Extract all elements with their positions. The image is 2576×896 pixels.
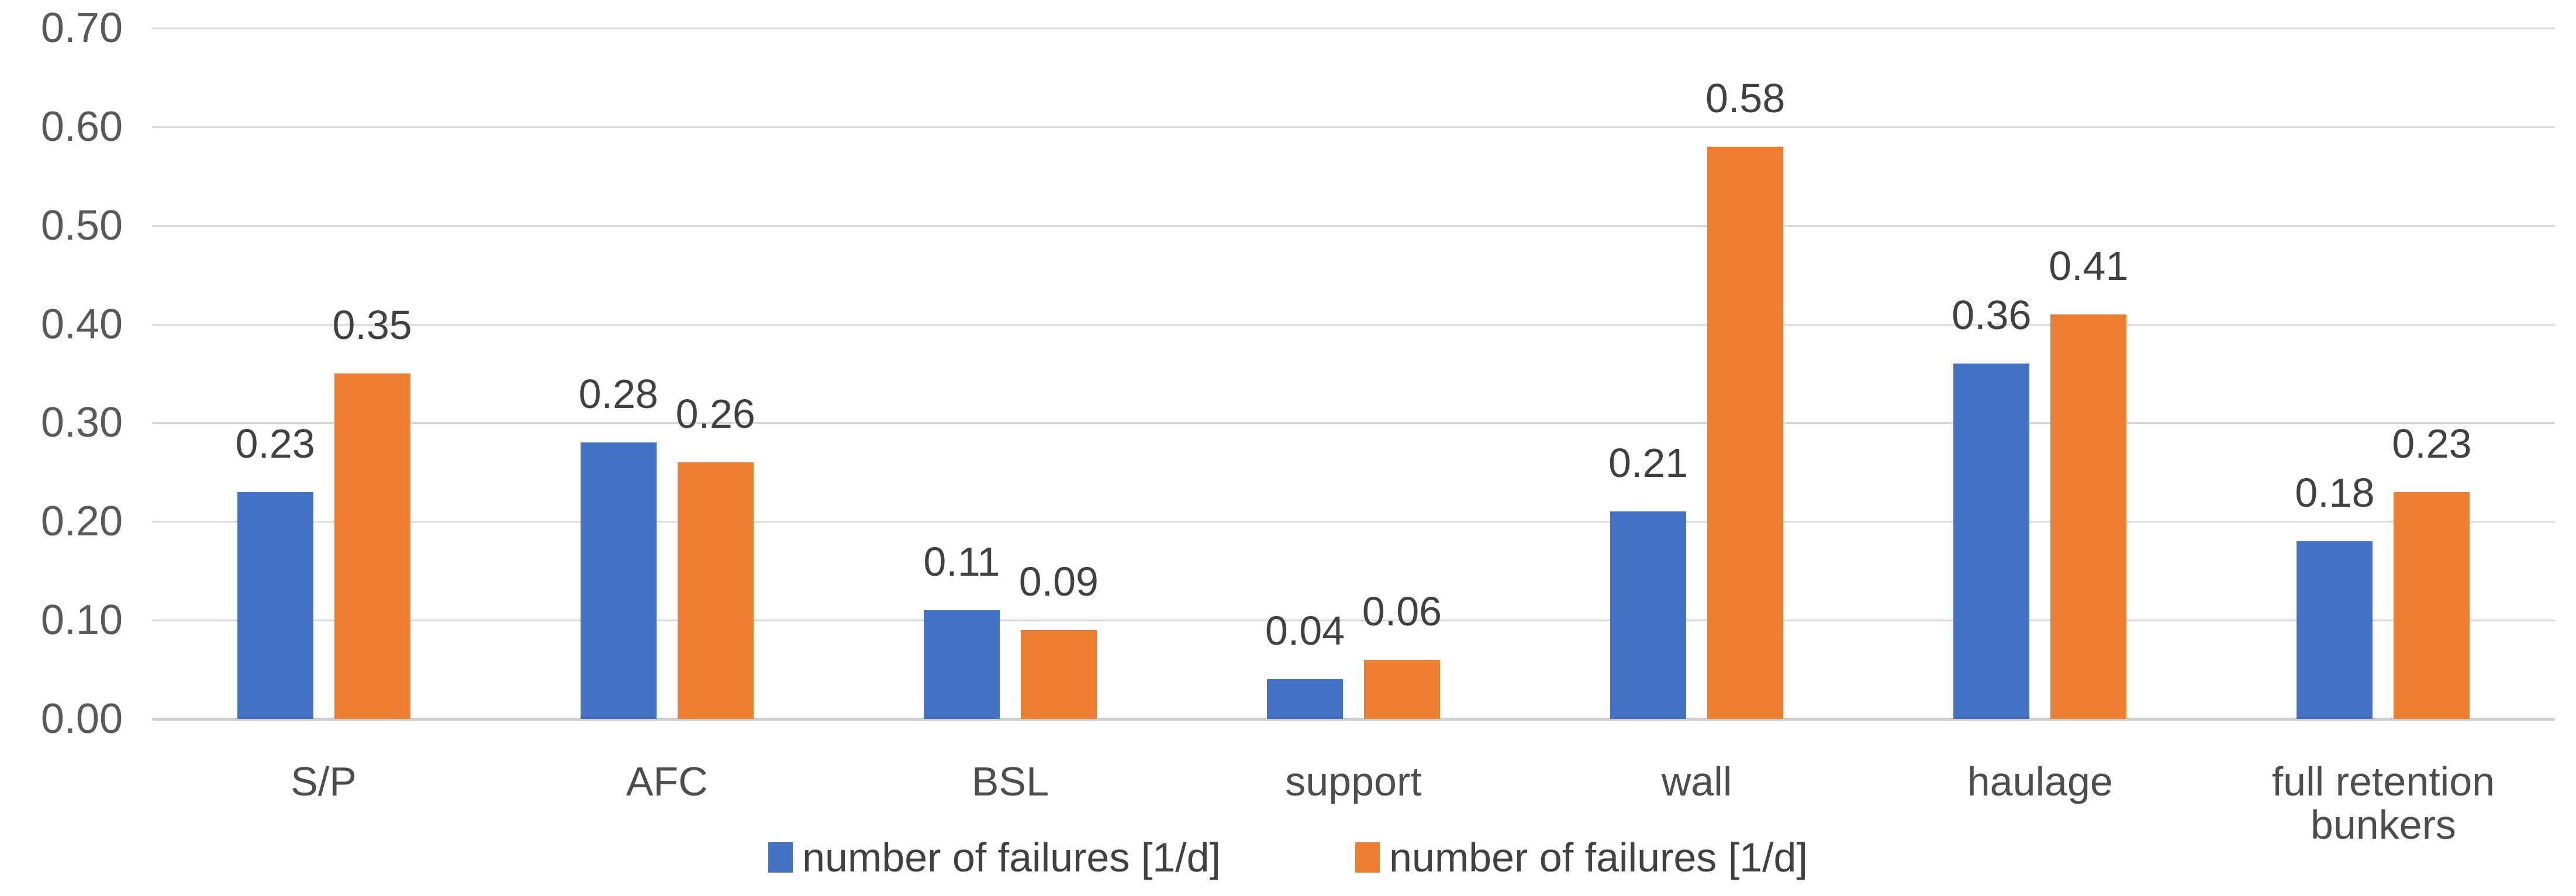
bar-blue-series: [237, 492, 313, 719]
x-axis-line: [152, 718, 2555, 721]
legend-label: number of failures [1/d]: [1389, 835, 1808, 880]
value-label: 0.35: [332, 302, 412, 348]
value-label: 0.11: [923, 539, 1000, 585]
category-label: wall: [1661, 759, 1732, 804]
bar-orange-series: [1707, 146, 1784, 719]
value-label: 0.36: [1952, 292, 2032, 338]
legend: number of failures [1/d] number of failu…: [0, 836, 2576, 879]
value-label: 0.41: [2049, 243, 2129, 289]
bar-orange-series: [2394, 492, 2470, 719]
value-label: 0.28: [578, 371, 658, 417]
gridline: [152, 323, 2555, 326]
bar-orange-series: [677, 462, 754, 719]
y-axis-tick-label: 0.30: [40, 399, 123, 447]
gridline: [152, 126, 2555, 128]
category-label: support: [1285, 759, 1422, 804]
legend-item-blue-series: number of failures [1/d]: [768, 836, 1221, 879]
bar-orange-series: [1020, 630, 1097, 719]
bar-blue-series: [2297, 541, 2373, 719]
gridline: [152, 27, 2555, 29]
y-axis-tick-label: 0.10: [40, 597, 123, 644]
value-label: 0.21: [1608, 440, 1688, 486]
value-label: 0.26: [675, 390, 755, 437]
gridline: [152, 224, 2555, 227]
value-label: 0.23: [2392, 420, 2472, 466]
category-label: S/P: [291, 759, 357, 804]
bar-orange-series: [2050, 314, 2127, 719]
value-label: 0.23: [235, 420, 315, 466]
legend-label: number of failures [1/d]: [802, 835, 1221, 880]
category-label: haulage: [1967, 759, 2113, 804]
bar-orange-series: [1364, 659, 1440, 719]
gridline: [152, 521, 2555, 523]
legend-swatch-orange: [1355, 842, 1380, 873]
y-axis-tick-label: 0.60: [40, 103, 123, 150]
value-label: 0.09: [1018, 559, 1099, 605]
value-label: 0.04: [1265, 608, 1345, 654]
bar-blue-series: [923, 610, 1000, 719]
category-label: full retention bunkers: [2271, 759, 2495, 847]
category-label: AFC: [626, 759, 708, 804]
y-axis-tick-label: 0.00: [40, 696, 123, 742]
value-label: 0.58: [1705, 75, 1786, 121]
y-axis-tick-label: 0.50: [40, 202, 123, 249]
bar-blue-series: [1267, 679, 1343, 719]
legend-item-orange-series: number of failures [1/d]: [1355, 836, 1808, 879]
category-label: BSL: [971, 759, 1049, 804]
bar-blue-series: [580, 442, 657, 719]
y-axis-tick-label: 0.40: [40, 300, 123, 348]
bar-blue-series: [1610, 511, 1687, 719]
legend-swatch-blue: [768, 842, 793, 873]
gridline: [152, 422, 2555, 424]
bar-orange-series: [334, 373, 410, 719]
y-axis-tick-label: 0.20: [40, 498, 123, 545]
value-label: 0.06: [1362, 588, 1442, 634]
bar-blue-series: [1953, 364, 2030, 719]
value-label: 0.18: [2295, 470, 2375, 516]
gridline: [152, 620, 2555, 622]
y-axis-tick-label: 0.70: [40, 5, 123, 51]
